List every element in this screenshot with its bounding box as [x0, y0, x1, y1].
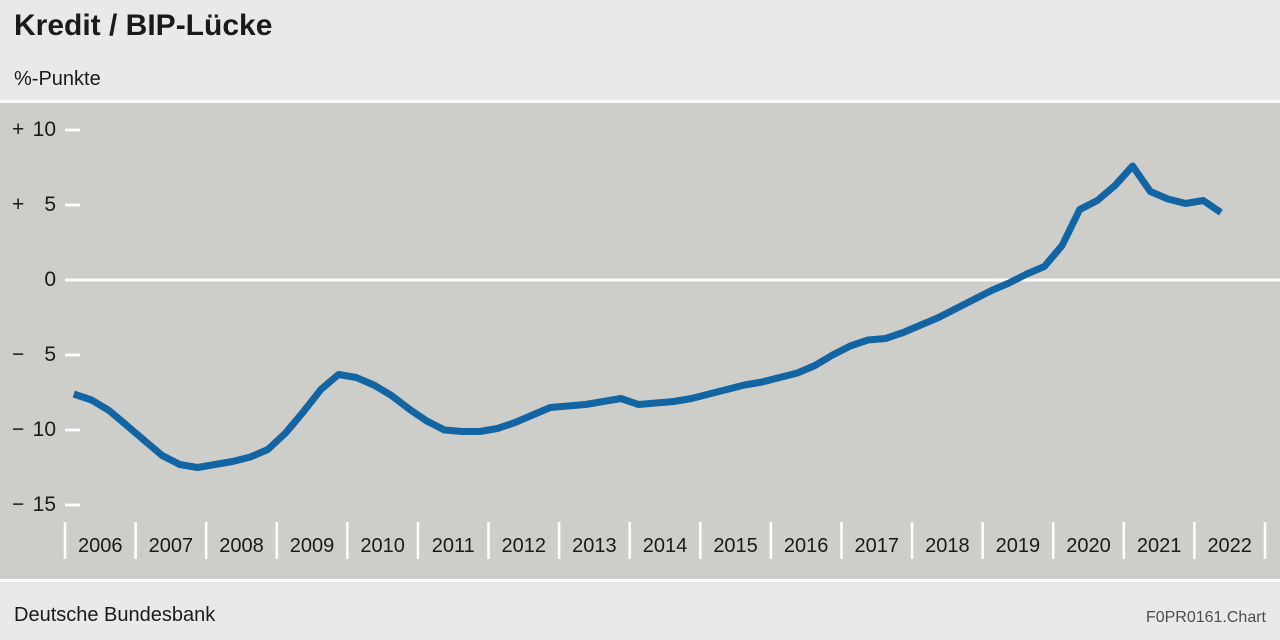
y-tick-value: 0	[44, 268, 56, 291]
chart-id-label: F0PR0161.Chart	[1145, 609, 1266, 626]
x-tick-label: 2006	[78, 535, 123, 557]
x-tick-label: 2018	[925, 535, 970, 557]
y-tick-label: +10	[12, 118, 56, 142]
chart-footer: Deutsche Bundesbank F0PR0161.Chart	[0, 582, 1280, 640]
footer-divider-line	[0, 579, 1280, 582]
y-tick-sign: −	[12, 493, 25, 516]
x-tick-label: 2010	[360, 535, 405, 557]
x-tick-label: 2020	[1066, 535, 1111, 557]
y-tick-value: 5	[44, 193, 56, 216]
y-tick-sign: +	[12, 193, 25, 216]
y-tick-label: −10	[12, 418, 56, 442]
x-tick-label: 2012	[501, 535, 547, 557]
x-tick-label: 2013	[572, 535, 617, 557]
y-tick-value: 5	[44, 343, 56, 366]
y-tick-sign: −	[12, 343, 25, 366]
plot-area	[0, 103, 1280, 579]
x-tick-label: 2009	[289, 535, 335, 557]
x-tick-label: 2021	[1136, 535, 1182, 557]
y-tick-sign: +	[12, 118, 25, 141]
x-tick-label: 2016	[783, 535, 829, 557]
x-tick-label: 2007	[148, 535, 194, 557]
chart-title: Kredit / BIP-Lücke	[14, 9, 273, 42]
y-tick-value: 10	[32, 118, 56, 141]
x-tick-label: 2015	[713, 535, 758, 557]
x-tick-label: 2011	[431, 535, 475, 557]
source-label: Deutsche Bundesbank	[14, 604, 216, 626]
y-tick-label: −5	[12, 343, 56, 367]
unit-label: %-Punkte	[14, 68, 101, 90]
y-tick-label: −15	[12, 493, 56, 517]
x-tick-label: 2022	[1207, 535, 1252, 557]
y-tick-sign: −	[12, 418, 25, 441]
header-divider-line	[0, 100, 1280, 103]
chart-header: Kredit / BIP-Lücke %-Punkte	[0, 0, 1280, 100]
y-tick-value: 15	[32, 493, 56, 516]
x-tick-label: 2019	[995, 535, 1041, 557]
x-tick-label: 2017	[854, 535, 899, 557]
y-tick-label: +5	[12, 193, 56, 217]
x-tick-label: 2014	[642, 535, 688, 557]
x-tick-label: 2008	[219, 535, 264, 557]
y-tick-label: 0	[12, 268, 56, 292]
y-tick-value: 10	[32, 418, 56, 441]
